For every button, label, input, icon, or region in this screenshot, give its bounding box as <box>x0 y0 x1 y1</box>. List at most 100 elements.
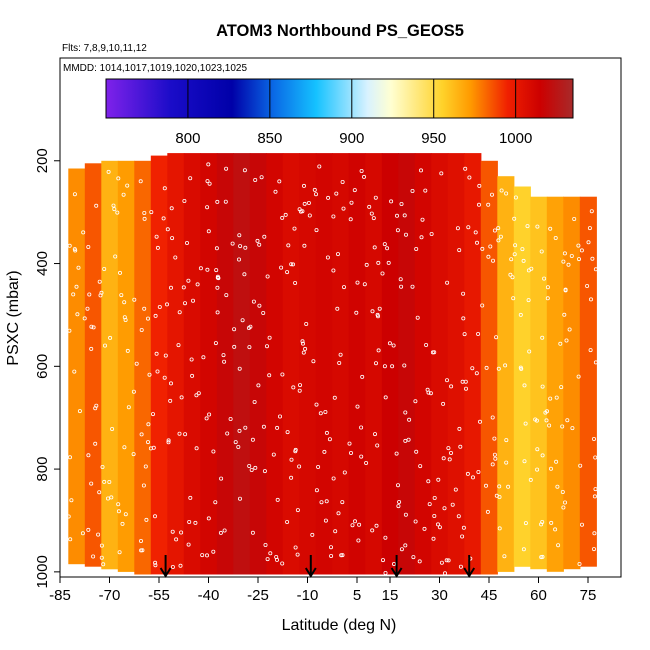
sample-point <box>375 314 380 319</box>
sample-point <box>444 558 449 563</box>
heatmap-column <box>299 153 317 575</box>
sample-point <box>306 200 311 205</box>
sample-point <box>463 379 468 384</box>
sample-point <box>201 355 206 360</box>
sample-point <box>380 558 385 563</box>
sample-point <box>432 514 437 519</box>
sample-point <box>419 235 424 240</box>
sample-point <box>179 395 184 400</box>
sample-point <box>399 201 404 206</box>
sample-point <box>348 450 353 455</box>
heatmap-column <box>579 196 597 567</box>
y-axis-label: PSXC (mbar) <box>5 270 22 365</box>
sample-point <box>138 179 143 184</box>
sample-point <box>123 317 128 322</box>
sample-point <box>138 539 143 544</box>
heatmap-column <box>464 153 482 575</box>
sample-point <box>496 238 501 243</box>
sample-point <box>359 168 364 173</box>
sample-point <box>413 399 418 404</box>
sample-point <box>413 519 418 524</box>
sample-point <box>510 275 515 280</box>
sample-point <box>418 464 423 469</box>
heatmap-column <box>398 153 416 575</box>
sample-point <box>375 443 380 448</box>
sample-point <box>247 463 252 468</box>
sample-point <box>96 532 101 537</box>
sample-point <box>383 535 388 540</box>
sample-point <box>432 495 437 500</box>
sample-point <box>194 393 199 398</box>
sample-point <box>593 455 598 460</box>
sample-point <box>198 266 203 271</box>
sample-point <box>403 543 408 548</box>
sample-point <box>526 298 531 303</box>
sample-point <box>544 418 549 423</box>
sample-point <box>489 192 494 197</box>
sample-point <box>497 526 502 531</box>
sample-point <box>470 366 475 371</box>
sample-point <box>149 210 154 215</box>
sample-point <box>367 204 372 209</box>
sample-point <box>142 216 147 221</box>
x-axis-label: Latitude (deg N) <box>282 617 397 634</box>
sample-point <box>250 437 255 442</box>
sample-point <box>122 445 127 450</box>
sample-point <box>275 425 280 430</box>
sample-point <box>176 343 181 348</box>
sample-point <box>462 332 467 337</box>
sample-point <box>474 240 479 245</box>
sample-point <box>391 343 396 348</box>
sample-point <box>561 259 566 264</box>
sample-point <box>540 384 545 389</box>
sample-point <box>257 242 262 247</box>
sample-point <box>289 475 294 480</box>
sample-point <box>312 187 317 192</box>
sample-point <box>529 266 534 271</box>
sample-point <box>317 164 322 169</box>
sample-point <box>477 419 482 424</box>
sample-point <box>280 372 285 377</box>
sample-point <box>437 525 442 530</box>
sample-point <box>139 548 144 553</box>
sample-point <box>411 555 416 560</box>
sample-point <box>193 520 198 525</box>
sample-point <box>303 346 308 351</box>
sample-point <box>423 188 428 193</box>
sample-point <box>289 457 294 462</box>
sample-point <box>153 560 158 565</box>
sample-point <box>86 244 91 249</box>
sample-point <box>506 484 511 489</box>
sample-point <box>439 171 444 176</box>
sample-point <box>118 270 123 275</box>
sample-point <box>99 555 104 560</box>
sample-point <box>174 537 179 542</box>
sample-point <box>362 282 367 287</box>
sample-point <box>570 426 575 431</box>
sample-point <box>297 464 302 469</box>
sample-point <box>218 530 223 535</box>
sample-point <box>91 554 96 559</box>
sample-point <box>145 440 150 445</box>
heatmap-column <box>497 176 515 572</box>
sample-point <box>181 285 186 290</box>
sample-point <box>399 547 404 552</box>
dates-annotation: MMDD: 1014,1017,1019,1020,1023,1025 <box>63 63 247 74</box>
sample-point <box>488 244 493 249</box>
sample-points-layer <box>66 162 598 576</box>
sample-point <box>102 479 107 484</box>
sample-point <box>148 446 153 451</box>
sample-point <box>476 469 481 474</box>
sample-point <box>556 543 561 548</box>
sample-point <box>314 228 319 233</box>
sample-point <box>215 199 220 204</box>
sample-point <box>427 502 432 507</box>
sample-point <box>414 246 419 251</box>
sample-point <box>341 206 346 211</box>
sample-point <box>485 509 490 514</box>
sample-point <box>222 359 227 364</box>
sample-point <box>279 265 284 270</box>
sample-point <box>297 388 302 393</box>
sample-point <box>512 216 517 221</box>
sample-point <box>386 260 391 265</box>
